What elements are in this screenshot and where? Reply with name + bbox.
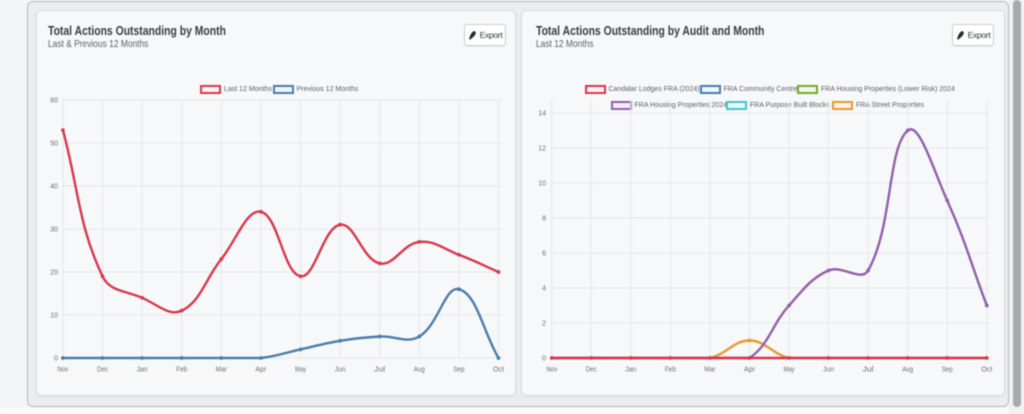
svg-text:Jul: Jul <box>863 367 875 374</box>
svg-text:4: 4 <box>542 286 546 293</box>
svg-text:Jan: Jan <box>137 367 148 374</box>
svg-text:Sep: Sep <box>453 367 464 374</box>
svg-text:Mar: Mar <box>704 367 716 374</box>
svg-text:40: 40 <box>50 184 58 191</box>
svg-text:Jan: Jan <box>625 367 636 374</box>
svg-text:0: 0 <box>542 356 546 363</box>
svg-text:Aug: Aug <box>902 367 913 374</box>
svg-text:Apr: Apr <box>255 367 267 374</box>
svg-text:50: 50 <box>50 141 58 148</box>
svg-text:20: 20 <box>50 270 58 277</box>
svg-text:Sep: Sep <box>942 367 953 374</box>
svg-text:10: 10 <box>50 313 58 320</box>
svg-text:Jun: Jun <box>823 367 834 374</box>
svg-text:Oct: Oct <box>493 367 504 374</box>
svg-text:2: 2 <box>542 321 546 328</box>
svg-text:30: 30 <box>50 227 58 234</box>
svg-text:Jun: Jun <box>335 367 346 374</box>
svg-text:Oct: Oct <box>981 367 992 374</box>
svg-text:6: 6 <box>542 251 546 258</box>
svg-text:Aug: Aug <box>414 367 425 374</box>
svg-text:Dec: Dec <box>586 367 597 374</box>
svg-text:12: 12 <box>538 146 546 153</box>
svg-text:8: 8 <box>542 216 546 223</box>
svg-text:0: 0 <box>54 356 58 363</box>
svg-text:Apr: Apr <box>744 367 756 374</box>
svg-text:Mar: Mar <box>216 367 228 374</box>
svg-text:Nov: Nov <box>57 367 68 374</box>
svg-text:May: May <box>295 367 306 374</box>
svg-text:60: 60 <box>50 98 58 105</box>
svg-text:10: 10 <box>538 181 546 188</box>
svg-text:Dec: Dec <box>97 367 108 374</box>
svg-text:Jul: Jul <box>374 367 386 374</box>
svg-text:Feb: Feb <box>665 367 676 374</box>
svg-text:May: May <box>784 367 795 374</box>
svg-text:Feb: Feb <box>176 367 187 374</box>
svg-text:Nov: Nov <box>546 367 557 374</box>
svg-text:14: 14 <box>538 111 546 118</box>
